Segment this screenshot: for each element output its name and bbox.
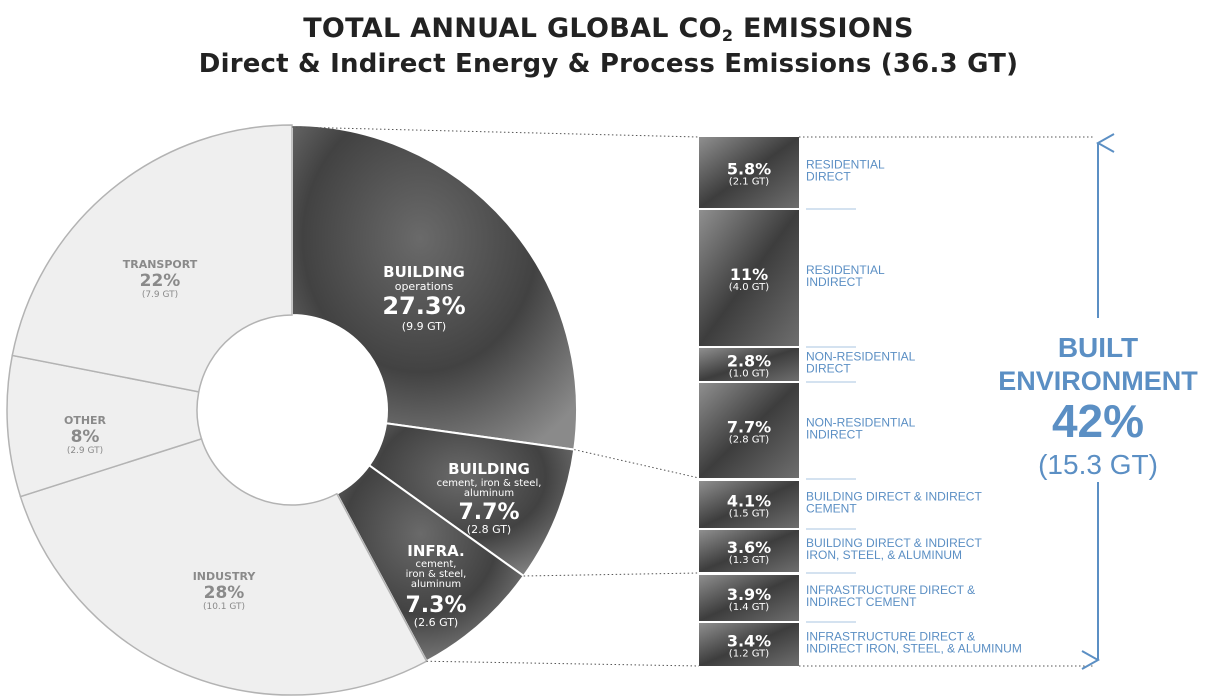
breakdown-block [699,348,799,381]
breakdown-pct: 3.6% [727,538,771,557]
label-transport-name: TRANSPORT [123,258,198,271]
breakdown-pct: 2.8% [727,352,771,371]
breakdown-block [699,383,799,478]
breakdown-label-2: DIRECT [806,362,851,376]
breakdown-label-1: NON-RESIDENTIAL [806,350,916,364]
pie-slice-other [6,354,203,498]
breakdown-block [699,623,799,666]
pie-slice-transport [11,124,293,393]
pie-chart [6,123,578,696]
breakdown-label-2: INDIRECT CEMENT [806,595,917,609]
summary-line-1: BUILT [1058,332,1138,363]
label-infra-sub-1: cement, [416,559,457,570]
breakdown-row: 4.1%(1.5 GT) BUILDING DIRECT & INDIRECTCE… [699,481,982,530]
breakdown-block [699,530,799,572]
label-building-mat-sub-2: aluminum [464,488,514,499]
breakdown-label-1: INFRASTRUCTURE DIRECT & [806,630,975,644]
label-building-ops-sub: operations [395,280,454,293]
connector-lines [291,126,1095,667]
breakdown-block [699,210,799,346]
breakdown-pct: 11% [730,265,768,284]
pie-slice-industry [19,437,428,696]
breakdown-label-1: RESIDENTIAL [806,158,885,172]
breakdown-gt: (1.2 GT) [729,649,769,660]
title-line-2: Direct & Indirect Energy & Process Emiss… [198,49,1019,79]
label-other-pct: 8% [71,427,100,447]
label-transport-gt: (7.9 GT) [142,290,178,300]
label-building-mat-name: BUILDING [448,460,530,478]
label-other-name: OTHER [64,414,107,427]
label-infra-gt: (2.6 GT) [414,616,458,629]
label-infra-pct: 7.3% [405,593,466,618]
label-infra-name: INFRA. [407,542,465,560]
connector-bottom [426,660,700,667]
breakdown-label-2: DIRECT [806,170,851,184]
breakdown-gt: (2.8 GT) [729,435,769,446]
label-building-ops-gt: (9.9 GT) [402,320,446,333]
summary-line-2: ENVIRONMENT [998,366,1198,396]
breakdown-pct: 3.4% [727,632,771,651]
breakdown-pct: 4.1% [727,492,771,511]
breakdown-pct: 3.9% [727,585,771,604]
breakdown-label-1: NON-RESIDENTIAL [806,416,916,430]
title-line-1: TOTAL ANNUAL GLOBAL CO2 EMISSIONS [0,12,1217,46]
breakdown-label-1: RESIDENTIAL [806,263,885,277]
summary-pct: 42% [1052,395,1144,447]
breakdown-gt: (1.0 GT) [729,369,769,380]
breakdown-block [699,575,799,621]
label-transport-pct: 22% [140,271,181,291]
label-industry-pct: 28% [204,583,245,603]
breakdown-label-2: INDIRECT IRON, STEEL, & ALUMINUM [806,642,1022,656]
label-building-mat-gt: (2.8 GT) [467,523,511,536]
breakdown-gt: (4.0 GT) [729,282,769,293]
connector-mat-end [523,572,700,577]
pie-slice-building_ops [291,123,578,451]
label-other-gt: (2.9 GT) [67,446,103,456]
label-building-ops-pct: 27.3% [382,292,465,320]
title-subscript: 2 [721,26,734,45]
breakdown-label-1: BUILDING DIRECT & INDIRECT [806,536,982,550]
breakdown-row: 3.6%(1.3 GT) BUILDING DIRECT & INDIRECTIR… [699,530,982,574]
title-end: EMISSIONS [733,13,914,44]
breakdown-gt: (1.4 GT) [729,602,769,613]
label-infra-sub-3: aluminum [411,579,461,590]
breakdown-pct: 5.8% [727,160,771,179]
label-industry-name: INDUSTRY [193,570,257,583]
breakdown-label-1: INFRASTRUCTURE DIRECT & [806,583,975,597]
summary-gt: (15.3 GT) [1038,449,1158,480]
breakdown-pct: 7.7% [727,418,771,437]
breakdown-label-2: IRON, STEEL, & ALUMINUM [806,548,962,562]
breakdown-row: 3.9%(1.4 GT) INFRASTRUCTURE DIRECT &INDIR… [699,575,975,623]
chart-title: TOTAL ANNUAL GLOBAL CO2 EMISSIONS Direct… [0,12,1217,82]
breakdown-gt: (1.3 GT) [729,555,769,566]
breakdown-label-2: INDIRECT [806,275,863,289]
breakdown-label-2: INDIRECT [806,428,863,442]
breakdown-row: 3.4%(1.2 GT) INFRASTRUCTURE DIRECT &INDIR… [699,623,1022,666]
breakdown-label-1: BUILDING DIRECT & INDIRECT [806,490,982,504]
label-building-ops-name: BUILDING [383,263,465,281]
label-industry-gt: (10.1 GT) [203,602,245,612]
breakdown-gt: (2.1 GT) [729,177,769,188]
breakdown-block [699,137,799,208]
breakdown-label-2: CEMENT [806,502,857,516]
label-infra-sub-2: iron & steel, [406,569,467,580]
breakdown-block [699,481,799,528]
breakdown-gt: (1.5 GT) [729,509,769,520]
label-building-mat-sub-1: cement, iron & steel, [437,478,542,489]
label-building-mat-pct: 7.7% [458,500,519,525]
connector-ops-end [574,449,700,479]
title-main: TOTAL ANNUAL GLOBAL CO [303,13,722,44]
